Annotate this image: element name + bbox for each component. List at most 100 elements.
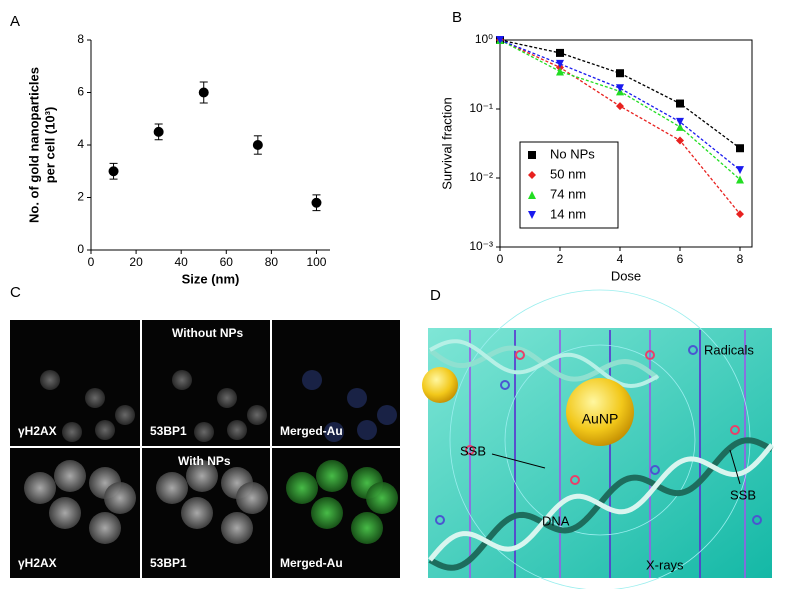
marker xyxy=(556,48,564,57)
legend-label: 74 nm xyxy=(550,186,586,201)
marker xyxy=(528,151,536,159)
nucleus xyxy=(221,512,253,544)
marker xyxy=(736,210,744,219)
marker xyxy=(676,117,684,126)
radical xyxy=(515,350,525,360)
x-tick-label: 4 xyxy=(617,252,624,266)
nucleus xyxy=(357,420,377,440)
marker xyxy=(496,36,504,44)
y-axis-label: No. of gold nanoparticles xyxy=(26,67,41,223)
nucleus xyxy=(115,405,135,425)
x-tick-label: 8 xyxy=(737,252,744,266)
dna-strand xyxy=(429,339,659,388)
aunp xyxy=(566,378,634,446)
panel-label: D xyxy=(430,287,441,304)
panel-d: AuNP Radicals SSB SSB DNA X-rays xyxy=(422,289,774,589)
nucleus xyxy=(54,460,86,492)
legend-label: 50 nm xyxy=(550,166,586,181)
radicals-label: Radicals xyxy=(704,342,754,357)
nucleus xyxy=(316,460,348,492)
nucleus xyxy=(194,422,214,442)
marker xyxy=(736,144,744,153)
marker xyxy=(736,166,744,175)
nucleus xyxy=(286,472,318,504)
nucleus xyxy=(104,482,136,514)
x-tick-label: 20 xyxy=(129,255,143,269)
marker xyxy=(676,122,684,131)
nucleus xyxy=(227,420,247,440)
panel-label: C xyxy=(10,284,21,301)
radical xyxy=(465,445,475,455)
ssb-label: SSB xyxy=(730,487,756,502)
marker xyxy=(528,191,536,199)
radical xyxy=(730,425,740,435)
legend-box xyxy=(519,141,619,229)
row-label: Without NPs xyxy=(172,326,244,340)
marker xyxy=(736,175,744,184)
marker xyxy=(616,84,624,93)
aunp-label: AuNP xyxy=(582,411,619,427)
nucleus xyxy=(40,370,60,390)
nucleus xyxy=(377,405,397,425)
marker xyxy=(528,171,536,179)
y-tick-label: 10⁻² xyxy=(469,170,493,184)
x-tick-label: 80 xyxy=(265,255,279,269)
marker xyxy=(556,59,564,68)
radical xyxy=(435,515,445,525)
point xyxy=(108,166,119,177)
nucleus xyxy=(302,370,322,390)
y-axis-label: per cell (10³) xyxy=(42,107,57,184)
nucleus xyxy=(347,388,367,408)
channel-label: Merged-Au xyxy=(280,556,343,570)
radical xyxy=(650,465,660,475)
panel-label: A xyxy=(10,13,20,30)
marker xyxy=(528,211,536,219)
marker xyxy=(676,136,684,145)
nucleus xyxy=(217,388,237,408)
legend-label: 14 nm xyxy=(550,206,586,221)
nucleus xyxy=(156,472,188,504)
radical xyxy=(500,380,510,390)
nucleus xyxy=(95,420,115,440)
plot-frame xyxy=(91,40,330,250)
marker xyxy=(616,102,624,111)
x-axis-label: Dose xyxy=(611,268,641,283)
marker xyxy=(616,69,624,78)
radical xyxy=(688,345,698,355)
ssb-label: SSB xyxy=(460,443,486,458)
panel-c: γH2AX 53BP1 Merged-Au γH2AX 53BP1 Merged-Au Wi… xyxy=(10,320,400,578)
nucleus xyxy=(186,460,218,492)
channel-label: 53BP1 xyxy=(150,424,187,438)
nucleus xyxy=(24,472,56,504)
y-tick-label: 10⁻¹ xyxy=(469,101,493,115)
nucleus xyxy=(366,482,398,514)
series-line xyxy=(499,39,741,149)
nucleus xyxy=(324,422,344,442)
nucleus xyxy=(236,482,268,514)
radical xyxy=(752,515,762,525)
x-tick-label: 0 xyxy=(497,252,504,266)
y-axis-label: Survival fraction xyxy=(439,97,454,189)
nucleus xyxy=(247,405,267,425)
x-tick-label: 40 xyxy=(175,255,189,269)
radical xyxy=(645,350,655,360)
y-tick-label: 10⁰ xyxy=(475,32,493,46)
nucleus xyxy=(351,512,383,544)
channel-label: 53BP1 xyxy=(150,556,187,570)
marker xyxy=(676,99,684,108)
ring xyxy=(504,344,696,536)
nucleus xyxy=(89,512,121,544)
point xyxy=(198,87,209,98)
row-label: With NPs xyxy=(178,454,231,468)
channel-label: Merged-Au xyxy=(280,424,343,438)
dna-label: DNA xyxy=(542,513,570,528)
marker xyxy=(556,67,564,76)
x-tick-label: 60 xyxy=(220,255,234,269)
xrays-label: X-rays xyxy=(646,557,684,572)
dna-strand xyxy=(428,443,774,562)
legend-label: No NPs xyxy=(550,146,595,161)
nucleus xyxy=(311,497,343,529)
panel-label: B xyxy=(452,9,462,26)
channel-label: γH2AX xyxy=(18,424,57,438)
